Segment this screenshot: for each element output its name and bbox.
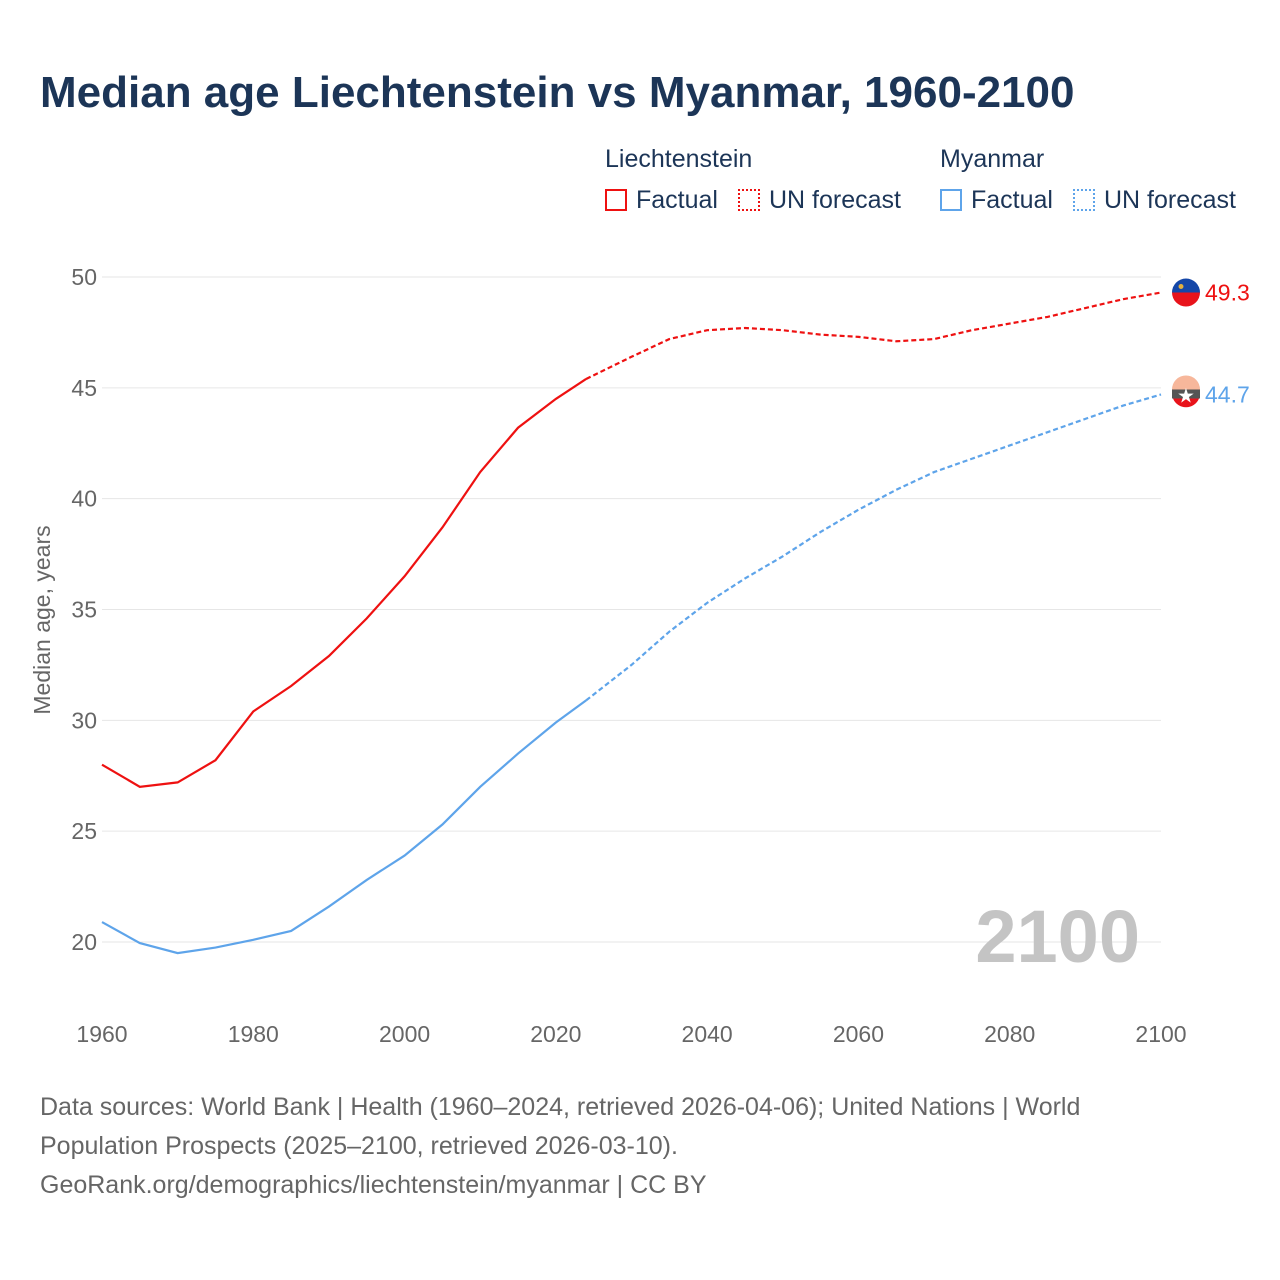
legend-group-myanmar: Myanmar [940,145,1045,173]
y-tick-label: 50 [71,264,97,290]
x-tick-label: 2100 [1135,1021,1186,1047]
legend-mm-factual: Factual [971,186,1053,214]
legend-swatch-mm-factual [940,189,962,211]
line-forecast-myanmar [585,393,1162,702]
y-tick-label: 30 [71,707,97,733]
legend-li-forecast: UN forecast [769,186,901,214]
x-tick-label: 1960 [76,1021,127,1047]
x-tick-label: 2080 [984,1021,1035,1047]
flag-myanmar-icon [1172,389,1200,399]
legend-li-factual: Factual [636,186,718,214]
flag-liechtenstein-icon [1172,278,1200,293]
x-tick-label: 2000 [379,1021,430,1047]
star-icon: ★ [1177,385,1195,407]
legend-group-liechtenstein: Liechtenstein [605,145,753,173]
flag-myanmar-icon [1172,375,1200,390]
y-tick-label: 35 [71,597,97,623]
source-line-2: Population Prospects (2025–2100, retriev… [40,1132,678,1160]
legend-mm-forecast: UN forecast [1104,186,1236,214]
end-value-label: 44.7 [1205,381,1250,407]
x-tick-label: 2020 [530,1021,581,1047]
legend-swatch-mm-forecast [1073,189,1095,211]
legend-swatch-li-forecast [738,189,760,211]
end-value-label: 49.3 [1205,280,1250,306]
y-tick-label: 20 [71,929,97,955]
line-forecast-liechtenstein [585,291,1162,380]
flag-liechtenstein-icon [1172,292,1200,307]
source-line-1: Data sources: World Bank | Health (1960–… [40,1093,1081,1121]
flag-myanmar-icon [1173,398,1199,408]
legend-swatch-li-factual [605,189,627,211]
line-factual-myanmar [101,699,587,955]
x-tick-label: 1980 [228,1021,279,1047]
crown-icon [1178,284,1184,290]
year-label: 2100 [975,895,1140,978]
source-line-3[interactable]: GeoRank.org/demographics/liechtenstein/m… [40,1171,707,1199]
source-note: Data sources: World Bank | Health (1960–… [40,1088,1200,1205]
y-tick-label: 25 [71,818,97,844]
x-tick-label: 2060 [833,1021,884,1047]
chart-title: Median age Liechtenstein vs Myanmar, 196… [40,68,1075,117]
line-factual-liechtenstein [101,378,587,788]
y-axis-label: Median age, years [29,525,55,714]
y-tick-label: 40 [71,486,97,512]
y-tick-label: 45 [71,375,97,401]
x-tick-label: 2040 [682,1021,733,1047]
